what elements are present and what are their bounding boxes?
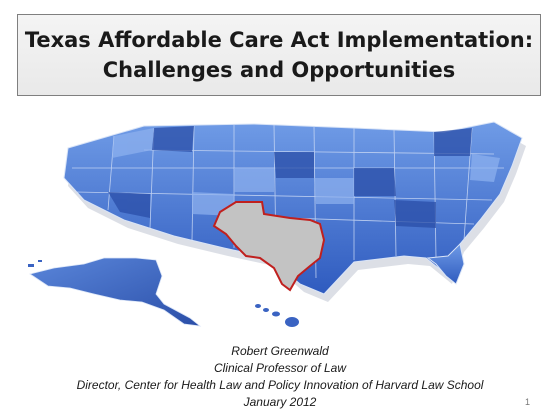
hawaii-shape (255, 304, 299, 327)
author-role: Clinical Professor of Law (213, 361, 347, 375)
slide-title-line-1: Texas Affordable Care Act Implementation… (24, 28, 534, 52)
alaska-islands (28, 260, 42, 267)
slide-number: 1 (524, 397, 530, 407)
alaska-shape (29, 257, 202, 327)
light-states (112, 128, 500, 216)
dark-states (108, 126, 472, 228)
us-map: Texas (24, 108, 534, 340)
author-affiliation: Director, Center for Health Law and Poli… (76, 378, 484, 392)
author-name: Robert Greenwald (231, 344, 329, 358)
contiguous-us (63, 121, 523, 295)
presentation-date: January 2012 (243, 395, 317, 409)
texas-shape (212, 201, 326, 292)
texas-label: Texas (354, 281, 393, 297)
slide-title-line-2: Challenges and Opportunities (102, 58, 456, 82)
florida-shape (426, 242, 465, 285)
credits-block: Robert Greenwald Clinical Professor of L… (0, 343, 560, 411)
title-box: Texas Affordable Care Act Implementation… (17, 14, 541, 96)
